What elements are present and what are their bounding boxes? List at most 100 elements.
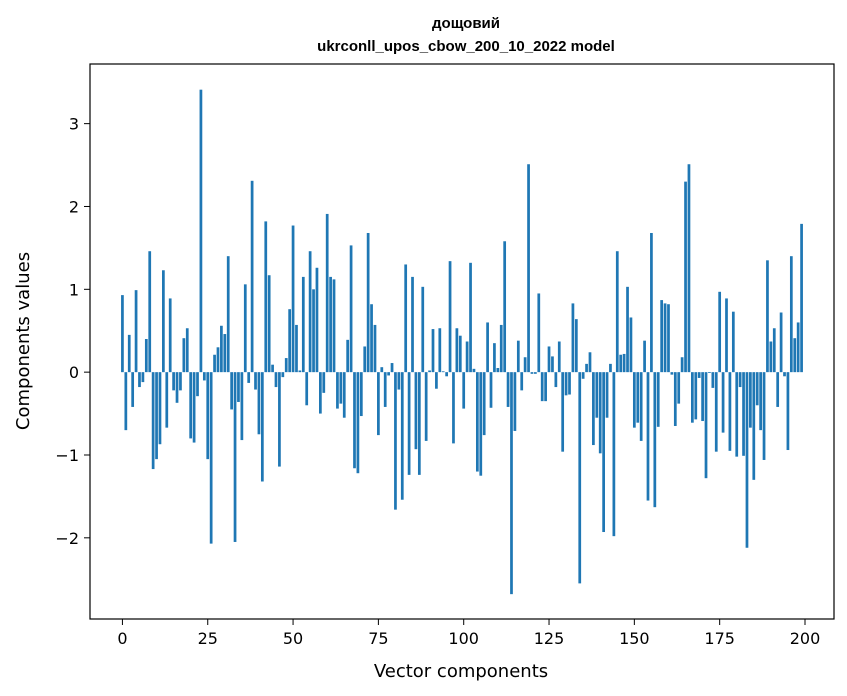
bar-65 — [342, 372, 346, 418]
bar-49 — [288, 309, 292, 373]
bar-145 — [615, 251, 619, 373]
bar-99 — [458, 335, 462, 373]
bar-51 — [295, 324, 298, 373]
bar-173 — [711, 372, 715, 388]
bar-101 — [465, 341, 469, 373]
bar-148 — [626, 286, 629, 373]
bar-97 — [452, 372, 455, 444]
bar-187 — [759, 372, 762, 431]
bar-15 — [172, 372, 175, 391]
bar-95 — [445, 372, 449, 377]
bar-5 — [138, 372, 141, 388]
bar-67 — [349, 245, 353, 373]
bar-193 — [779, 312, 783, 373]
bar-130 — [564, 372, 568, 396]
bar-33 — [233, 372, 237, 542]
bar-198 — [796, 322, 800, 373]
bar-26 — [209, 372, 213, 544]
bar-160 — [667, 304, 670, 373]
bar-162 — [673, 372, 677, 426]
plot-frame — [89, 63, 835, 620]
x-tick-label: 0 — [117, 629, 127, 648]
bar-71 — [363, 346, 367, 373]
bar-143 — [609, 363, 612, 373]
bar-125 — [547, 346, 551, 373]
bar-126 — [551, 356, 554, 373]
bar-150 — [632, 372, 636, 428]
bar-199 — [800, 223, 803, 373]
bar-168 — [694, 372, 698, 420]
bar-29 — [220, 325, 223, 373]
bar-6 — [141, 372, 145, 383]
bar-72 — [366, 232, 370, 373]
bar-120 — [530, 372, 534, 374]
bar-176 — [721, 372, 725, 433]
bar-28 — [216, 347, 220, 373]
bar-196 — [789, 256, 793, 373]
bar-52 — [298, 370, 302, 373]
bar-86 — [414, 372, 418, 450]
bar-54 — [305, 372, 309, 406]
bar-31 — [226, 256, 230, 373]
bar-60 — [325, 213, 329, 373]
bar-93 — [438, 328, 442, 373]
bar-105 — [479, 372, 483, 476]
bar-188 — [762, 372, 766, 460]
chart-title: дощовий — [432, 15, 500, 32]
bar-123 — [540, 372, 544, 402]
bar-141 — [602, 372, 605, 533]
bar-41 — [260, 372, 264, 482]
bar-100 — [462, 372, 466, 409]
bar-137 — [588, 352, 592, 373]
x-tick-label: 100 — [448, 629, 479, 648]
bar-66 — [346, 339, 350, 373]
bar-16 — [175, 372, 179, 403]
bar-135 — [581, 372, 585, 379]
bar-25 — [206, 372, 210, 460]
x-tick-label: 150 — [619, 629, 650, 648]
y-tick-label: −1 — [55, 446, 79, 465]
bar-171 — [704, 372, 708, 479]
bar-0 — [121, 295, 124, 373]
bar-4 — [134, 290, 138, 373]
x-tick-label: 25 — [198, 629, 218, 648]
bar-191 — [772, 328, 776, 373]
bar-180 — [735, 372, 739, 457]
bar-158 — [660, 300, 664, 373]
bar-149 — [629, 317, 633, 373]
bar-35 — [240, 372, 244, 441]
bar-134 — [578, 372, 582, 584]
bar-178 — [728, 372, 732, 451]
bar-96 — [448, 261, 452, 373]
bar-62 — [332, 279, 336, 373]
bar-20 — [189, 372, 193, 439]
bar-88 — [421, 286, 425, 373]
bar-43 — [267, 275, 271, 373]
bar-40 — [257, 372, 261, 435]
bar-39 — [254, 372, 257, 390]
bar-57 — [315, 267, 319, 373]
x-axis-ticks: 0 25 50 75 100 125 150 175 200 — [117, 619, 820, 648]
bar-47 — [281, 372, 285, 378]
bar-174 — [714, 372, 718, 452]
bar-163 — [677, 372, 681, 404]
bar-14 — [168, 298, 172, 373]
bar-58 — [319, 372, 322, 414]
bar-154 — [646, 372, 650, 501]
bar-36 — [243, 284, 247, 373]
bar-185 — [752, 372, 756, 480]
bar-92 — [435, 372, 438, 389]
bar-21 — [192, 372, 196, 443]
bar-195 — [786, 372, 790, 451]
bar-22 — [196, 372, 199, 397]
x-axis-label: Vector components — [374, 661, 548, 682]
bars-group — [121, 89, 803, 595]
bar-46 — [278, 372, 281, 467]
bar-32 — [230, 372, 233, 410]
bar-18 — [182, 338, 186, 373]
bar-12 — [162, 270, 165, 373]
bar-182 — [742, 372, 745, 456]
bar-9 — [151, 372, 155, 470]
bar-151 — [636, 372, 640, 423]
bar-81 — [397, 372, 401, 390]
